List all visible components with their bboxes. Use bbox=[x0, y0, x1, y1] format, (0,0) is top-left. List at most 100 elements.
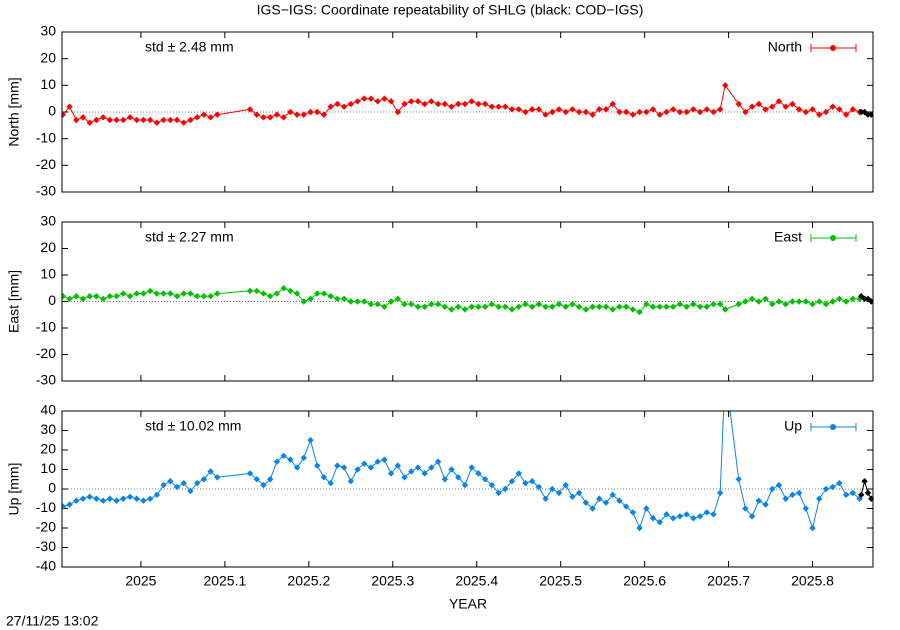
y-tick-label: 30 bbox=[40, 23, 56, 39]
data-point bbox=[293, 111, 301, 118]
x-tick-label: 2025.4 bbox=[455, 573, 498, 589]
data-point bbox=[748, 513, 756, 520]
data-point bbox=[340, 464, 348, 471]
data-point bbox=[596, 303, 603, 310]
data-point bbox=[280, 114, 287, 121]
data-point bbox=[868, 298, 873, 305]
data-point bbox=[260, 114, 267, 121]
data-point bbox=[93, 116, 100, 124]
data-point bbox=[836, 106, 843, 113]
data-point bbox=[789, 298, 796, 305]
data-point bbox=[696, 513, 704, 520]
data-point bbox=[858, 108, 865, 116]
data-point bbox=[609, 491, 616, 499]
plot-frame bbox=[61, 221, 874, 382]
data-point bbox=[690, 300, 697, 308]
data-point bbox=[782, 300, 789, 308]
data-point bbox=[374, 458, 381, 465]
data-point bbox=[522, 300, 529, 308]
data-point bbox=[602, 106, 610, 113]
data-point bbox=[488, 300, 496, 308]
data-point bbox=[735, 300, 742, 308]
data-point bbox=[394, 295, 402, 303]
data-point bbox=[822, 108, 830, 116]
data-point bbox=[816, 111, 823, 118]
data-point bbox=[562, 481, 569, 489]
data-point bbox=[775, 298, 783, 305]
data-point bbox=[62, 293, 67, 300]
data-point bbox=[461, 481, 469, 489]
data-point bbox=[481, 100, 489, 108]
data-point bbox=[528, 478, 536, 485]
data-point bbox=[86, 493, 93, 500]
data-point bbox=[347, 298, 355, 305]
data-point bbox=[656, 111, 663, 118]
data-point bbox=[656, 518, 663, 526]
data-point bbox=[762, 501, 769, 508]
data-point bbox=[717, 300, 724, 308]
data-point bbox=[582, 306, 590, 313]
data-point bbox=[722, 369, 728, 375]
data-point bbox=[643, 108, 650, 116]
data-point bbox=[374, 300, 381, 308]
data-point bbox=[193, 293, 201, 300]
timestamp: 27/11/25 13:02 bbox=[6, 613, 99, 629]
chart-title: IGS−IGS: Coordinate repeatability of SHL… bbox=[257, 2, 644, 18]
data-point bbox=[742, 108, 749, 116]
data-point bbox=[408, 468, 415, 475]
data-point bbox=[629, 111, 637, 118]
data-point bbox=[508, 106, 516, 113]
x-tick-label: 2025.3 bbox=[371, 573, 414, 589]
plot-frame bbox=[61, 410, 874, 568]
data-point bbox=[748, 295, 756, 303]
data-point bbox=[555, 489, 563, 497]
data-point bbox=[703, 509, 710, 516]
data-point bbox=[622, 303, 630, 310]
data-point bbox=[273, 290, 281, 297]
data-point bbox=[856, 495, 863, 502]
data-point bbox=[187, 290, 194, 297]
y-tick-label: 30 bbox=[40, 213, 56, 229]
data-point bbox=[649, 303, 657, 310]
data-point bbox=[569, 493, 576, 500]
data-point bbox=[522, 108, 529, 116]
data-point bbox=[596, 106, 603, 113]
data-point bbox=[582, 108, 590, 116]
data-point bbox=[267, 293, 274, 300]
data-point bbox=[663, 303, 670, 310]
y-tick-label: 30 bbox=[40, 421, 56, 437]
data-point bbox=[387, 470, 395, 477]
data-point bbox=[140, 116, 147, 124]
x-tick-label: 2025.8 bbox=[791, 573, 834, 589]
data-point bbox=[387, 98, 395, 105]
data-point bbox=[555, 106, 563, 113]
data-point bbox=[636, 108, 643, 116]
data-point bbox=[616, 303, 623, 310]
data-point bbox=[66, 501, 73, 508]
data-point bbox=[173, 116, 181, 124]
data-point bbox=[273, 111, 281, 118]
data-point bbox=[703, 106, 710, 113]
legend-marker bbox=[830, 45, 836, 51]
y-tick-label: 0 bbox=[48, 292, 56, 308]
y-tick-label: 0 bbox=[48, 480, 56, 496]
data-point bbox=[160, 290, 167, 297]
data-point bbox=[549, 108, 556, 116]
data-point bbox=[300, 298, 307, 305]
data-point bbox=[589, 111, 596, 118]
data-point bbox=[287, 456, 294, 463]
data-point bbox=[703, 303, 710, 310]
data-point bbox=[414, 98, 422, 105]
data-point bbox=[73, 116, 80, 124]
data-point bbox=[146, 287, 154, 295]
data-point bbox=[387, 298, 395, 305]
series-line bbox=[860, 479, 872, 500]
data-point bbox=[408, 98, 415, 105]
data-point bbox=[528, 303, 536, 310]
data-point bbox=[795, 298, 803, 305]
plot-area bbox=[62, 285, 873, 316]
data-point bbox=[502, 303, 509, 310]
data-point bbox=[180, 119, 187, 126]
legend-label: Up bbox=[784, 418, 802, 434]
data-point bbox=[769, 485, 776, 493]
